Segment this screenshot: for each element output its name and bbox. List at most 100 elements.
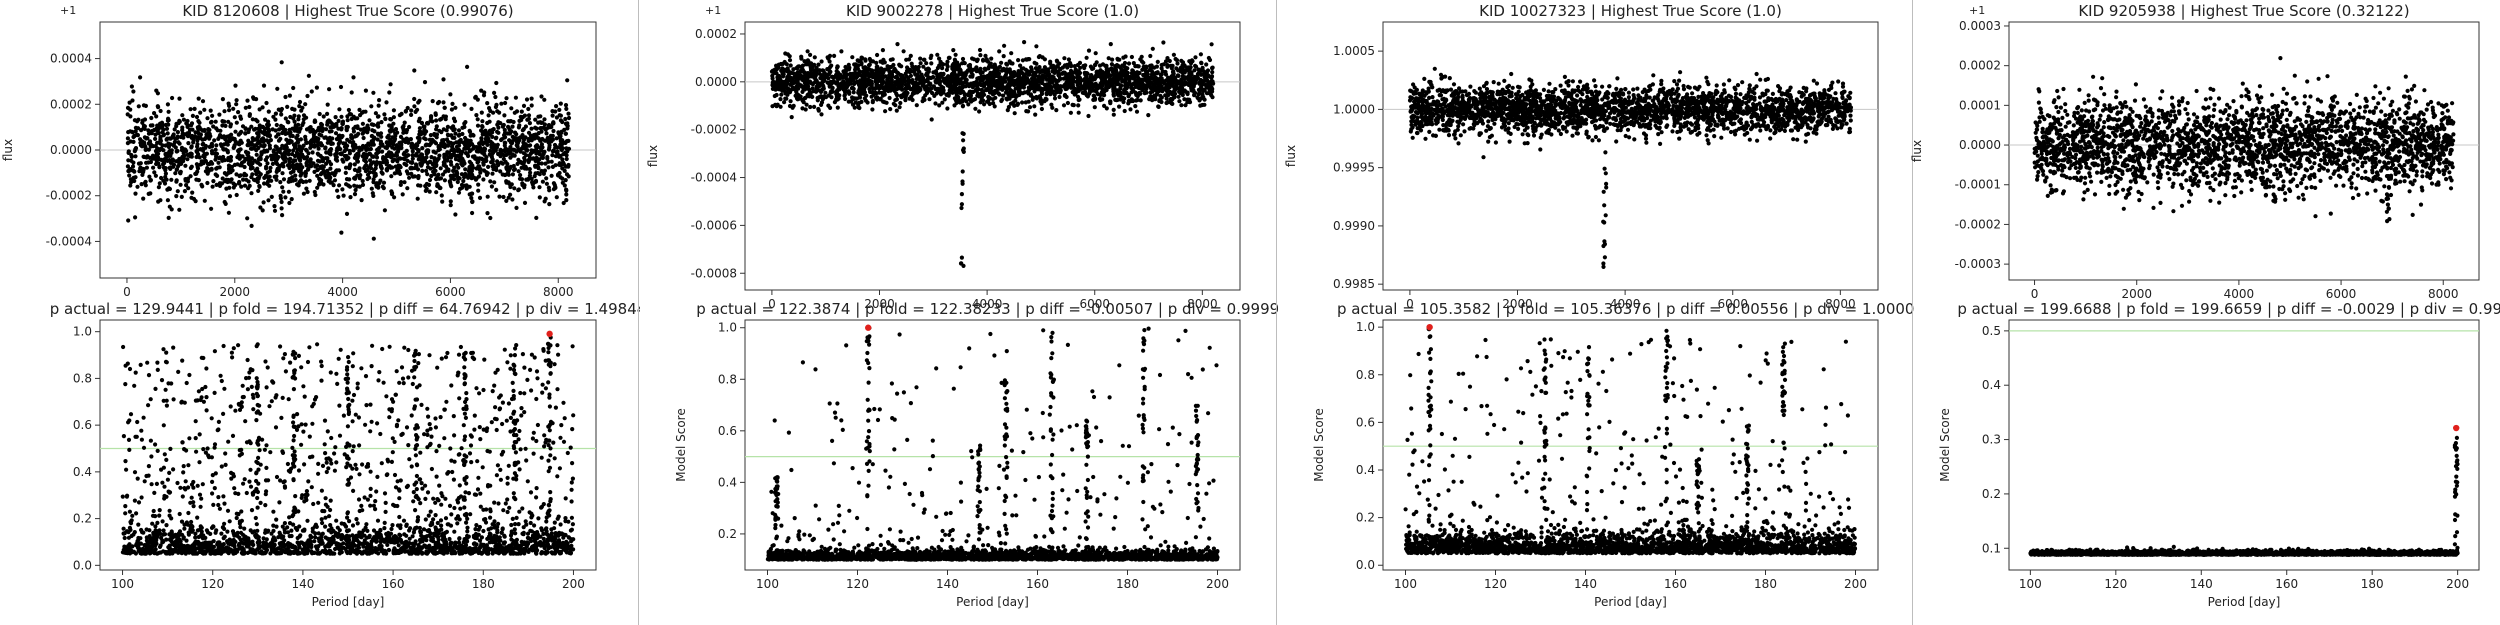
lightcurve-point	[443, 117, 448, 122]
periodogram-point	[251, 407, 256, 412]
periodogram-point	[491, 549, 496, 555]
lightcurve-point	[217, 112, 222, 117]
periodogram-point	[354, 548, 359, 553]
lightcurve-point	[339, 126, 344, 131]
lightcurve-point	[277, 127, 282, 132]
lightcurve-point	[361, 135, 366, 141]
lightcurve-point	[168, 153, 173, 158]
periodogram-point	[531, 451, 536, 456]
periodogram-point	[149, 454, 154, 459]
lightcurve-point	[215, 128, 220, 133]
periodogram-point	[227, 519, 232, 524]
periodogram-point	[351, 392, 357, 398]
lightcurve-point	[209, 149, 215, 154]
lightcurve-point	[132, 149, 137, 154]
lightcurve-point	[529, 96, 534, 101]
periodogram-point	[498, 538, 503, 543]
periodogram-point	[310, 454, 315, 459]
lightcurve-point	[274, 134, 279, 139]
periodogram-point	[488, 509, 493, 514]
lightcurve-point	[291, 116, 296, 121]
periodogram-point	[514, 537, 520, 542]
lightcurve-point	[418, 161, 423, 166]
lightcurve-point	[274, 122, 279, 128]
lightcurve-point	[435, 101, 441, 106]
periodogram-point	[164, 350, 169, 355]
periodogram-point	[184, 380, 189, 386]
lightcurve-point	[361, 109, 366, 114]
lightcurve-point	[544, 181, 550, 186]
lightcurve-point	[408, 137, 413, 142]
periodogram-point	[225, 529, 230, 534]
periodogram-point	[531, 430, 536, 435]
lightcurve-point	[474, 145, 479, 150]
lightcurve-point	[232, 115, 237, 120]
lightcurve-point	[136, 104, 141, 109]
lightcurve-point	[315, 185, 320, 190]
periodogram-point	[346, 544, 351, 550]
periodogram-point	[534, 486, 539, 491]
periodogram-point	[316, 461, 321, 466]
lightcurve-point	[525, 148, 530, 153]
periodogram-point	[389, 526, 394, 532]
periodogram-point	[155, 360, 160, 365]
periodogram-point	[212, 390, 217, 395]
periodogram-point	[397, 532, 402, 537]
periodogram-point	[288, 542, 293, 547]
lightcurve-point	[506, 195, 511, 200]
periodogram-point	[271, 509, 276, 514]
lightcurve-point	[566, 111, 571, 116]
lightcurve-point	[297, 129, 302, 134]
lightcurve-point	[161, 132, 166, 137]
lightcurve-point	[128, 183, 133, 188]
lightcurve-point	[154, 114, 159, 119]
lightcurve-point	[307, 178, 312, 183]
lightcurve-point	[526, 157, 532, 162]
periodogram-point	[411, 530, 416, 535]
lightcurve-point	[353, 187, 358, 193]
periodogram-point	[296, 353, 301, 358]
lightcurve-point	[205, 116, 210, 121]
periodogram-point	[167, 551, 172, 556]
periodogram-point	[191, 504, 196, 509]
lightcurve-point	[345, 118, 350, 123]
lightcurve-point	[352, 162, 357, 167]
lightcurve-point	[444, 128, 449, 133]
periodogram-point	[485, 536, 490, 542]
lightcurve-point	[564, 198, 569, 203]
lightcurve-point	[259, 150, 264, 155]
lightcurve-point	[193, 199, 198, 204]
lightcurve-point	[493, 94, 498, 100]
periodogram-point	[415, 515, 421, 520]
periodogram-point	[525, 531, 531, 536]
lightcurve-point	[196, 96, 201, 101]
lightcurve-point	[153, 132, 158, 137]
lightcurve-point	[540, 179, 546, 184]
periodogram-point	[319, 517, 324, 522]
lightcurve-point	[163, 171, 168, 176]
periodogram-point	[561, 439, 567, 444]
lightcurve-point	[453, 157, 458, 162]
lightcurve-point	[301, 117, 306, 122]
periodogram-point	[364, 522, 369, 527]
periodogram-point	[500, 527, 505, 532]
lightcurve-y-tick-label: -0.0004	[46, 234, 92, 248]
periodogram-point	[212, 349, 217, 354]
lightcurve-point	[440, 199, 445, 204]
periodogram-point	[221, 343, 226, 349]
periodogram-point	[514, 546, 520, 551]
lightcurve-point	[332, 170, 337, 175]
lightcurve-point	[371, 236, 376, 241]
lightcurve-dip-point	[467, 164, 472, 170]
lightcurve-point	[539, 129, 544, 134]
lightcurve-point	[564, 139, 570, 144]
lightcurve-point	[553, 163, 558, 168]
periodogram-point	[392, 439, 397, 444]
periodogram-point	[121, 526, 126, 531]
lightcurve-y-tick-label: 0.0004	[50, 52, 92, 66]
lightcurve-point	[384, 152, 389, 157]
periodogram-point	[539, 550, 545, 555]
lightcurve-point	[193, 130, 198, 135]
lightcurve-point	[436, 156, 441, 161]
lightcurve-point	[169, 207, 174, 212]
